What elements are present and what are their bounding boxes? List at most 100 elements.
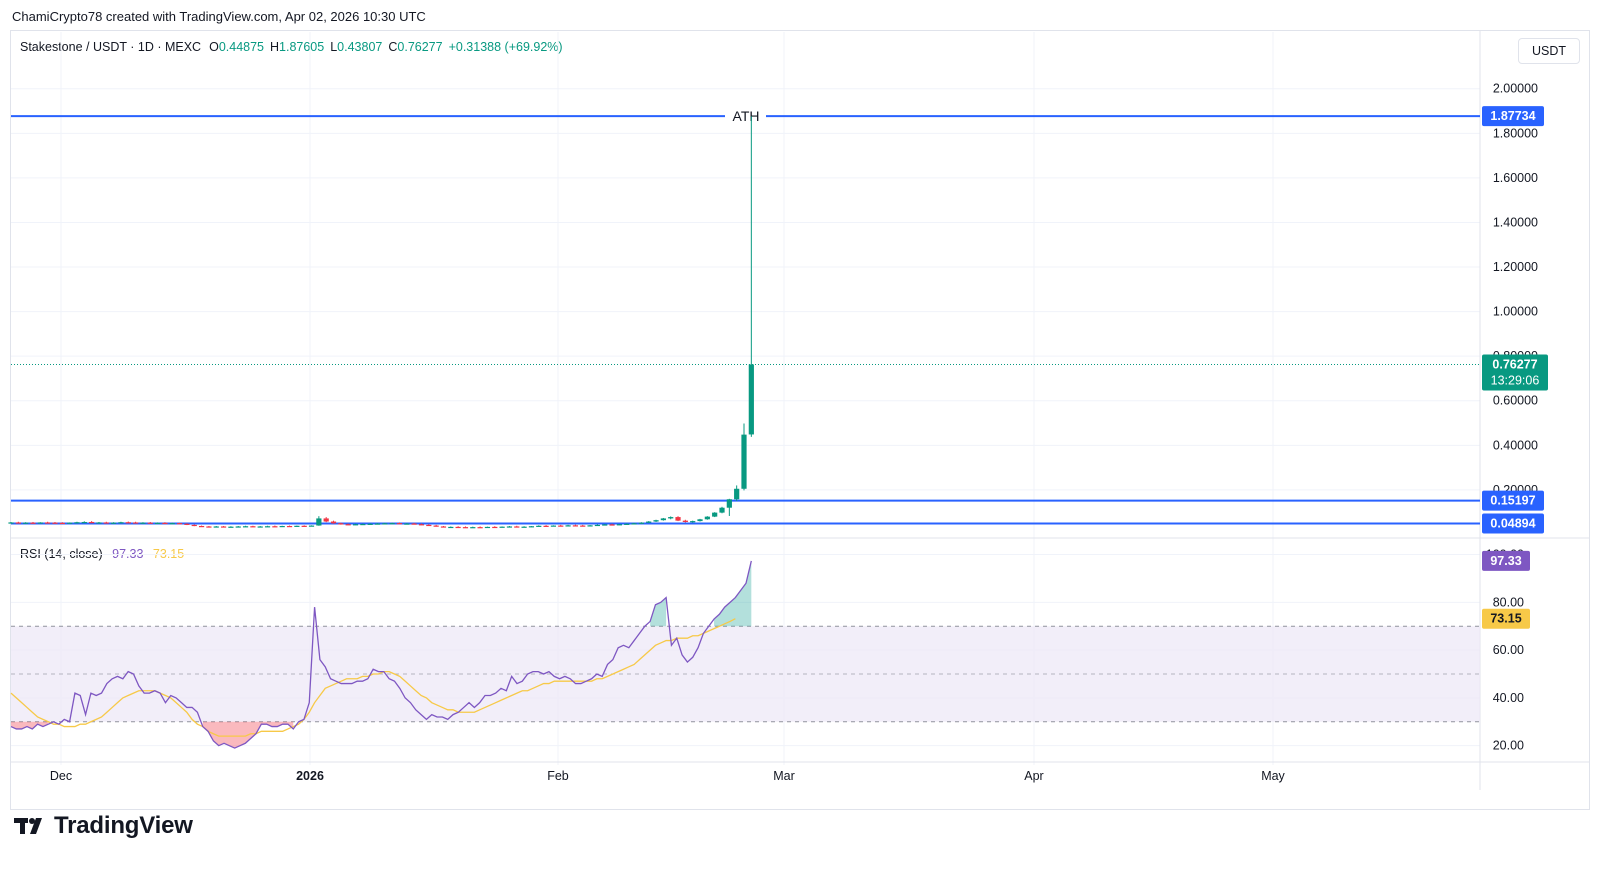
price-axis-tick: 0.60000 — [1493, 394, 1538, 408]
level-badge-text: 0.15197 — [1490, 494, 1535, 508]
candle-body — [492, 526, 498, 529]
candle-body — [426, 524, 432, 527]
candle-body — [660, 518, 666, 521]
rsi-axis-tick: 60.00 — [1493, 643, 1524, 657]
price-axis-tick: 2.00000 — [1493, 82, 1538, 96]
candle-body — [301, 525, 307, 527]
candle-body — [374, 523, 381, 525]
candle-body — [675, 517, 681, 521]
rsi-overbought-fill — [650, 597, 667, 627]
candle-body — [404, 523, 410, 525]
candle-body — [697, 519, 703, 522]
close-value: 0.76277 — [397, 40, 443, 54]
symbol-legend: Stakestone / USDT · 1D · MEXC O 0.44875 H… — [20, 40, 563, 54]
candle-body — [580, 525, 586, 527]
candle-body — [111, 522, 117, 524]
low-value: 0.43807 — [337, 40, 383, 54]
candle-body — [169, 523, 175, 525]
candle-body — [30, 522, 36, 524]
time-axis-tick: 2026 — [296, 769, 324, 783]
candle-body — [59, 522, 65, 525]
candle-body — [602, 524, 608, 526]
candle-body — [67, 522, 73, 524]
rsi-axis-tick: 80.00 — [1493, 595, 1524, 609]
level-badge — [1482, 106, 1544, 127]
candle-body — [96, 522, 102, 524]
candle-body — [528, 526, 535, 528]
candle-body — [162, 522, 168, 525]
candle-body — [418, 524, 425, 526]
price-axis-tick: 1.60000 — [1493, 171, 1538, 185]
tradingview-logo[interactable]: TradingView — [14, 812, 193, 840]
chart-attribution: ChamiCrypto78 created with TradingView.c… — [12, 9, 426, 24]
candle-body — [624, 523, 630, 525]
candle-body — [741, 434, 747, 489]
level-badge — [1482, 490, 1544, 511]
last-price-badge-text: 0.76277 — [1492, 357, 1537, 371]
candle-body — [125, 522, 131, 524]
candle-body — [220, 526, 227, 528]
candle-body — [264, 526, 271, 528]
candle-body — [748, 364, 754, 435]
candle-body — [646, 521, 652, 523]
candle-body — [133, 522, 139, 524]
price-axis-tick: 0.40000 — [1493, 438, 1538, 452]
candle-body — [323, 518, 329, 522]
candle-body — [499, 526, 505, 528]
candle-body — [521, 526, 527, 528]
candle-body — [228, 526, 234, 528]
high-label: H — [270, 40, 280, 54]
candle-body — [52, 522, 58, 524]
candle-body — [565, 525, 571, 527]
rsi-overbought-fill — [714, 560, 752, 627]
candle-body — [719, 507, 725, 513]
candle-body — [572, 525, 579, 527]
candle-body — [191, 524, 197, 527]
bar-countdown-text: 13:29:06 — [1491, 373, 1540, 387]
level-badge-text: 1.87734 — [1490, 109, 1535, 123]
candle-body — [477, 527, 483, 529]
candle-body — [272, 526, 278, 528]
candle-body — [81, 521, 87, 524]
candle-body — [609, 524, 615, 526]
candle-body — [147, 522, 153, 524]
candle-body — [514, 526, 520, 528]
candle-body — [631, 523, 637, 525]
symbol-title[interactable]: Stakestone / USDT · 1D · MEXC — [20, 40, 202, 54]
candle-body — [338, 523, 344, 525]
candle-body — [198, 525, 205, 528]
currency-button[interactable]: USDT — [1518, 38, 1580, 64]
tradingview-wordmark: TradingView — [54, 812, 193, 839]
rsi-value-badge — [1482, 550, 1530, 571]
rsi-ma-line — [10, 618, 736, 737]
candle-body — [734, 488, 740, 500]
rsi-oversold-fill — [11, 721, 49, 729]
candle-body — [118, 522, 124, 524]
time-axis-tick: Mar — [773, 769, 795, 783]
candle-body — [638, 522, 644, 524]
candle-body — [668, 517, 674, 519]
candle-body — [155, 522, 161, 525]
candle-body — [536, 525, 542, 527]
candle-body — [704, 516, 710, 520]
candle-body — [103, 522, 109, 524]
candle-body — [382, 523, 388, 525]
candle-body — [279, 525, 285, 528]
candle-body — [8, 522, 14, 524]
candle-body — [345, 524, 351, 526]
candle-body — [682, 520, 688, 522]
candle-body — [440, 526, 447, 528]
candle-body — [352, 524, 359, 526]
level-badge — [1482, 513, 1544, 534]
candle-body — [470, 527, 476, 529]
candle-body — [367, 523, 373, 525]
high-value: 1.87605 — [279, 40, 325, 54]
candle-body — [176, 523, 183, 525]
candle-body — [396, 523, 403, 525]
candle-body — [74, 522, 80, 524]
candle-body — [286, 525, 293, 528]
rsi-ma-value: 73.15 — [152, 547, 185, 561]
candle-body — [726, 499, 732, 508]
rsi-line — [10, 560, 752, 749]
